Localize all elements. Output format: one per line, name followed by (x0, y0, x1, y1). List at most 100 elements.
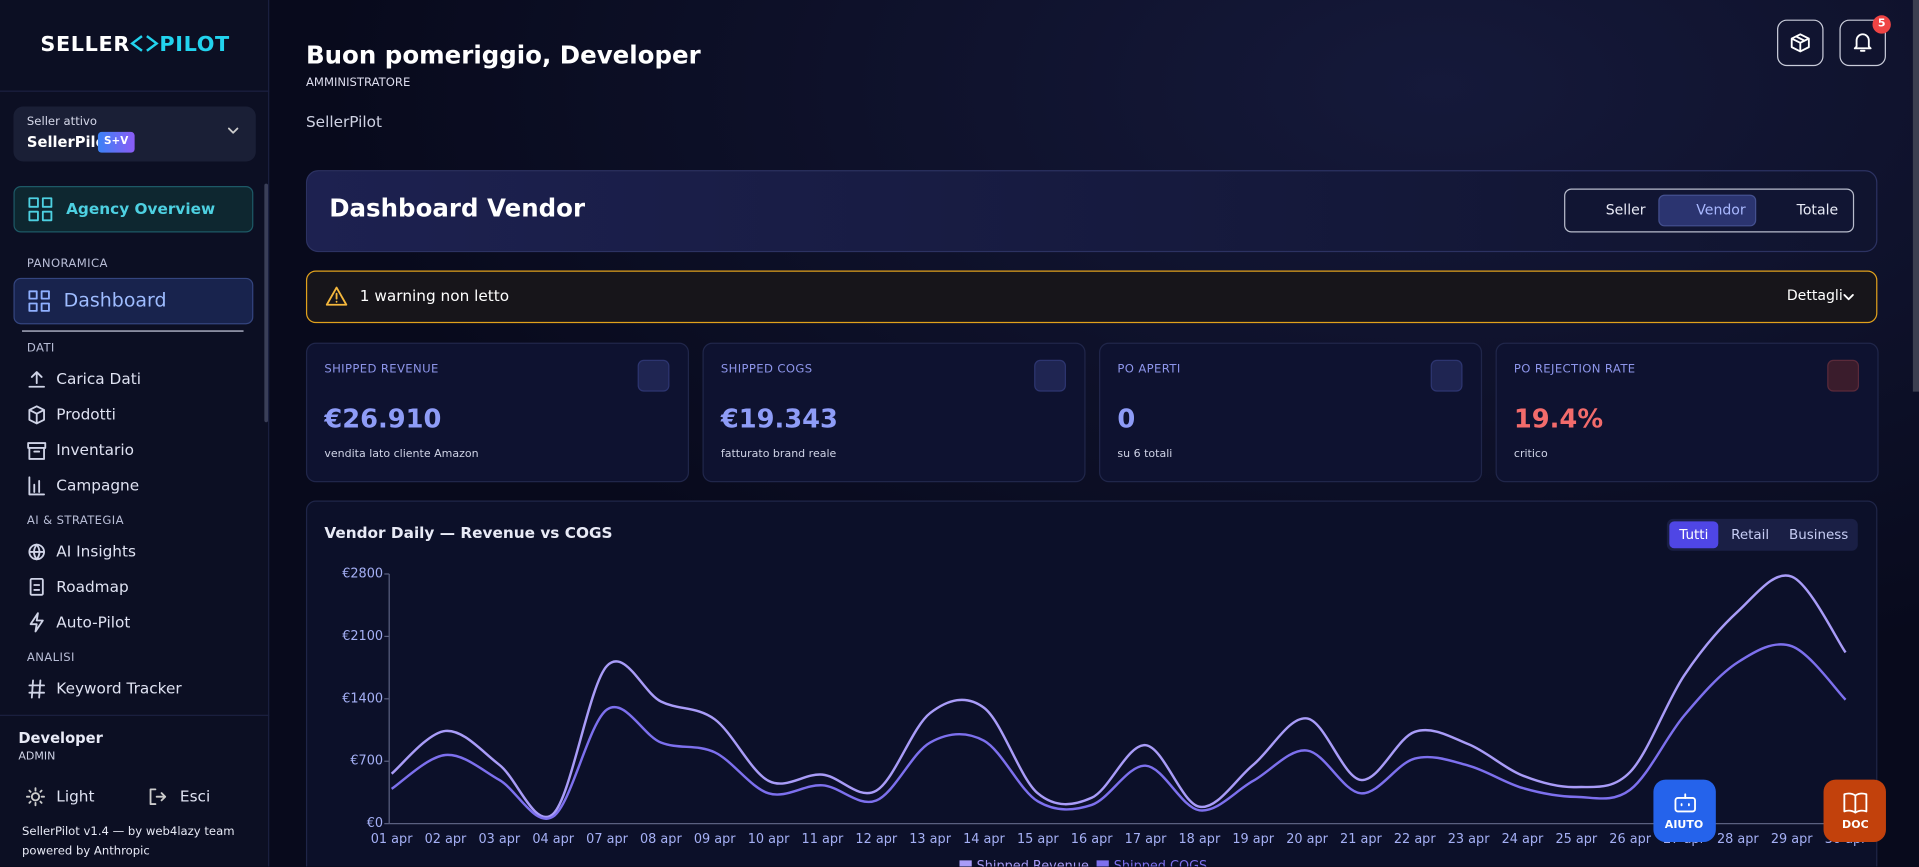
filter[interactable]: Retail (1731, 526, 1770, 543)
panel-title: Dashboard Vendor (329, 193, 586, 223)
kpi-sub: fatturato brand reale (720, 448, 837, 461)
box-icon (1790, 33, 1810, 53)
nav-icons (27, 371, 47, 699)
nav-item[interactable]: Roadmap (56, 577, 129, 596)
filter[interactable]: Tutti (1679, 526, 1709, 543)
nav-item[interactable]: Keyword Tracker (56, 678, 182, 698)
chevron (227, 127, 239, 134)
section-title: PANORAMICA (26, 257, 108, 271)
theme-toggle[interactable]: Light (56, 786, 95, 805)
warning-bar (305, 270, 1878, 324)
tab[interactable]: Totale (1796, 201, 1839, 219)
bell-button[interactable] (1839, 19, 1886, 67)
nav-icon (28, 290, 50, 312)
tab[interactable]: Seller (1605, 201, 1646, 219)
chart-title: Vendor Daily — Revenue vs COGS (324, 523, 613, 542)
seller-name: SellerPilot (26, 133, 113, 151)
icon-part (1790, 33, 1810, 53)
kpi-label: PO APERTI (1117, 362, 1181, 377)
kpi-card (305, 342, 690, 483)
section-title: ANALISI (26, 651, 75, 665)
kpi-value: 0 (1117, 404, 1136, 434)
kpi-value: 19.4% (1513, 404, 1604, 434)
icon-part (1843, 792, 1868, 814)
icon-part (30, 792, 41, 802)
role: AMMINISTRATORE (305, 76, 411, 90)
brand-right: PILOT (159, 32, 230, 57)
chevron (1843, 294, 1854, 301)
nav-item[interactable]: Auto-Pilot (56, 612, 131, 632)
agency-button[interactable] (13, 186, 254, 233)
filter[interactable]: Business (1788, 526, 1849, 543)
icon-part (41, 210, 53, 222)
seller-selector[interactable] (13, 106, 256, 162)
icon-part (28, 405, 45, 425)
kpi-label: SHIPPED REVENUE (324, 362, 439, 377)
nav-item[interactable]: Carica Dati (56, 369, 141, 388)
seller-label: Seller attivo (26, 115, 98, 129)
kpi-icon (1034, 359, 1066, 392)
logout-icon (149, 788, 167, 805)
divider (22, 330, 244, 332)
section-title: AI & STRATEGIA (26, 514, 124, 528)
nav-item[interactable]: Campagne (56, 475, 140, 495)
footer-version: SellerPilot v1.4 — by web4lazy team (22, 825, 235, 839)
user-name: Developer (18, 729, 103, 747)
icon-part (1680, 793, 1690, 807)
warning-text: 1 warning non letto (359, 286, 510, 305)
kpi-icon (1827, 359, 1860, 392)
icon-part (28, 371, 45, 388)
greeting: Buon pomeriggio, Developer (305, 40, 701, 70)
kpi-label: PO REJECTION RATE (1513, 362, 1636, 377)
icon-part (40, 302, 50, 312)
icon-part (27, 442, 47, 449)
account: SellerPilot (305, 112, 383, 131)
notification-badge: 5 (1872, 15, 1891, 34)
icon-part (130, 35, 159, 52)
brand-icon (130, 35, 159, 52)
icon-part (29, 612, 44, 633)
brand: SELLER PILOT (40, 32, 230, 57)
icon-part (40, 290, 50, 300)
icon-part (149, 788, 167, 805)
book-icon (1843, 792, 1868, 814)
icon-part (29, 577, 44, 596)
kpi-label: SHIPPED COGS (720, 362, 813, 377)
nav-item[interactable]: Inventario (56, 440, 134, 459)
nav-item[interactable]: Prodotti (56, 404, 116, 424)
tab[interactable]: Vendor (1696, 201, 1746, 219)
kpi-card (1495, 342, 1879, 483)
divider (0, 714, 270, 716)
scrollbar (264, 183, 269, 423)
nav-active[interactable] (13, 277, 254, 325)
kpi-value: €19.343 (720, 404, 838, 434)
icon-part (227, 127, 239, 134)
icon-part (33, 584, 41, 591)
icon-part (1853, 33, 1872, 52)
icon-part (28, 197, 39, 208)
kpi-sub: su 6 totali (1117, 448, 1173, 461)
logout[interactable]: Esci (179, 786, 211, 805)
page-scrollbar (1912, 0, 1919, 392)
filter-active-bg (1669, 521, 1719, 549)
icon-part (28, 302, 38, 312)
icon-part (1843, 294, 1854, 301)
sun-icon (26, 787, 45, 807)
agency-label: Agency Overview (66, 199, 216, 218)
warning-action[interactable]: Dettagli (1786, 286, 1843, 304)
doc-label: DOC (1842, 819, 1869, 832)
nav-item[interactable]: AI Insights (56, 541, 136, 561)
icon-part (28, 476, 45, 496)
section-title: DATI (26, 341, 55, 356)
box-button[interactable] (1777, 19, 1824, 67)
kpi-card (1099, 342, 1483, 483)
icon-part (28, 679, 45, 699)
divider (0, 90, 270, 92)
kpi-value: €26.910 (324, 404, 442, 434)
tab-active-bg (1658, 194, 1757, 227)
icon-part (28, 290, 38, 300)
seller-badge: S+V (97, 131, 135, 153)
icon-part (28, 210, 39, 222)
